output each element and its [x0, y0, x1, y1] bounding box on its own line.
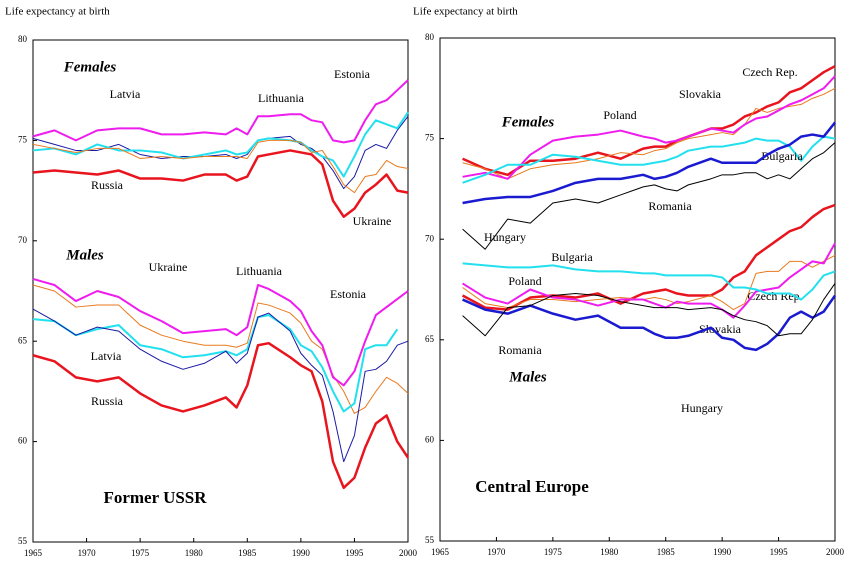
- y-tick-label: 75: [425, 133, 435, 143]
- y-tick-label: 75: [18, 134, 28, 144]
- line: [32, 79, 409, 144]
- y-tick-label: 60: [18, 436, 28, 446]
- plot-frame: [439, 37, 836, 542]
- line: [462, 283, 836, 337]
- series-label: Slovakia: [679, 87, 722, 101]
- line: [462, 262, 836, 301]
- series-label: Estonia: [334, 67, 371, 81]
- x-tick-label: 1965: [24, 548, 43, 558]
- line: [32, 139, 409, 194]
- line: [462, 135, 836, 184]
- panel-title: Former USSR: [103, 488, 207, 507]
- series-label: Hungary: [681, 401, 723, 415]
- line: [462, 121, 836, 205]
- x-tick-label: 1970: [487, 547, 506, 557]
- y-tick-label: 60: [425, 434, 435, 444]
- line: [32, 149, 409, 218]
- series-label: Latvia: [91, 349, 122, 363]
- series-label: Poland: [508, 274, 541, 288]
- series-label: Lithuania: [236, 264, 283, 278]
- x-tick-label: 2000: [826, 547, 845, 557]
- group-label: Females: [63, 59, 117, 75]
- y-tick-label: 65: [18, 335, 28, 345]
- series-label: Lithuania: [258, 91, 305, 105]
- x-tick-label: 1995: [345, 548, 364, 558]
- series-label: Ukraine: [353, 214, 392, 228]
- panel-title: Central Europe: [475, 477, 589, 496]
- group-label: Females: [501, 114, 555, 130]
- series-label: Russia: [91, 178, 124, 192]
- x-tick-label: 1985: [238, 548, 257, 558]
- x-tick-label: 1970: [78, 548, 97, 558]
- y-tick-label: 70: [425, 233, 435, 243]
- series-label: Ukraine: [149, 260, 188, 274]
- line: [32, 277, 409, 387]
- series-label: Czech Rep.: [742, 65, 797, 79]
- x-tick-label: 1980: [185, 548, 204, 558]
- x-tick-label: 2000: [399, 548, 418, 558]
- x-tick-label: 1990: [292, 548, 311, 558]
- line: [32, 284, 409, 414]
- y-tick-label: 70: [18, 235, 28, 245]
- y-tick-label: 80: [425, 32, 435, 42]
- series-label: Bulgaria: [551, 250, 593, 264]
- y-tick-label: 80: [18, 34, 28, 44]
- x-tick-label: 1975: [544, 547, 563, 557]
- x-tick-label: 1985: [657, 547, 676, 557]
- group-label: Males: [65, 247, 104, 263]
- line: [32, 341, 410, 490]
- line: [462, 142, 836, 250]
- line: [462, 87, 836, 180]
- y-tick-label: 65: [425, 334, 435, 344]
- series-label: Romania: [498, 343, 542, 357]
- line: [462, 242, 836, 319]
- group-label: Males: [508, 369, 547, 385]
- line: [462, 294, 837, 352]
- axis-label: Life expectancy at birth: [413, 6, 518, 18]
- line: [32, 111, 409, 178]
- x-tick-label: 1990: [713, 547, 732, 557]
- x-tick-label: 1965: [431, 547, 450, 557]
- x-tick-label: 1995: [770, 547, 789, 557]
- series-label: Russia: [91, 394, 124, 408]
- series-label: Latvia: [110, 87, 141, 101]
- line: [462, 75, 836, 180]
- series-label: Hungary: [484, 230, 526, 244]
- series-label: Romania: [648, 199, 692, 213]
- line: [32, 308, 409, 463]
- line: [462, 254, 836, 311]
- x-tick-label: 1980: [600, 547, 619, 557]
- series-label: Slovakia: [699, 322, 742, 336]
- series-label: Poland: [603, 108, 636, 122]
- y-tick-label: 55: [425, 535, 435, 545]
- series-label: Estonia: [330, 287, 367, 301]
- x-tick-label: 1975: [131, 548, 150, 558]
- y-tick-label: 55: [18, 536, 28, 546]
- axis-label: Life expectancy at birth: [5, 6, 110, 18]
